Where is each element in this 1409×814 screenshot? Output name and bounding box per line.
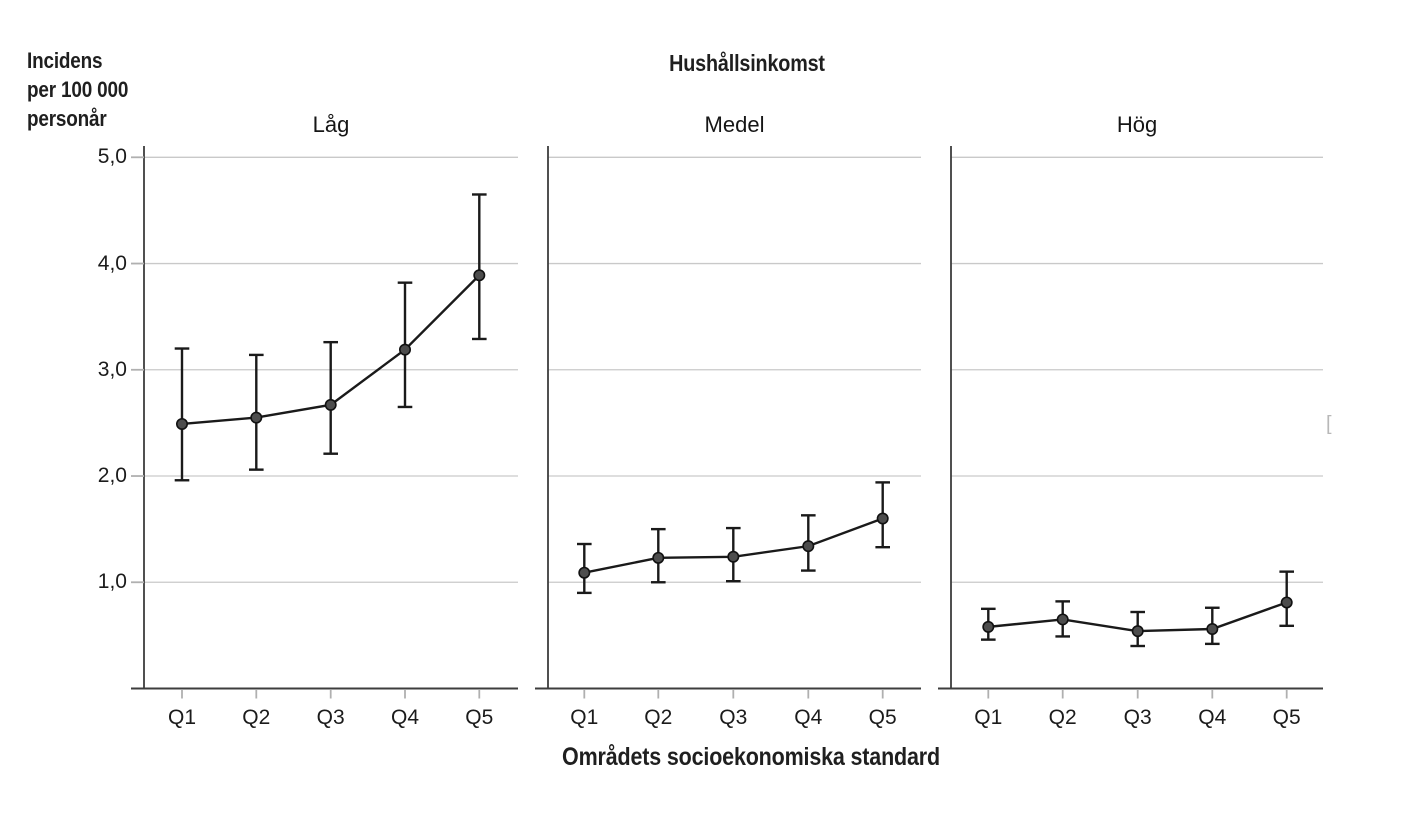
data-point-Q1-panel3 <box>982 620 995 633</box>
x-tick-label-Q3-panel1: Q3 <box>316 706 345 729</box>
x-tick-label-Q1-panel2: Q1 <box>570 706 599 729</box>
data-point-Q5-panel2 <box>876 512 889 525</box>
data-point-Q5-panel3 <box>1280 596 1293 609</box>
panel-title-Hög: Hög <box>1116 112 1158 137</box>
x-tick-label-Q3-panel3: Q3 <box>1123 706 1152 729</box>
data-point-Q4-panel1 <box>398 343 411 356</box>
data-point-Q3-panel3 <box>1131 625 1144 638</box>
data-point-Q1-panel1 <box>176 417 189 430</box>
data-point-Q4-panel3 <box>1206 623 1219 636</box>
y-axis-title: Incidens per 100 000 personår <box>27 46 128 133</box>
data-point-Q1-panel2 <box>578 566 591 579</box>
x-tick-label-Q3-panel2: Q3 <box>719 706 748 729</box>
panel-title-Medel: Medel <box>704 112 765 137</box>
data-point-Q3-panel2 <box>727 550 740 563</box>
y-tick-label-2,0: 2,0 <box>97 464 127 488</box>
x-tick-label-Q5-panel2: Q5 <box>868 706 897 729</box>
x-tick-label-Q2-panel3: Q2 <box>1048 706 1077 729</box>
x-tick-label-Q4-panel2: Q4 <box>794 706 823 729</box>
data-point-Q2-panel2 <box>652 551 665 564</box>
y-tick-label-1,0: 1,0 <box>97 570 127 594</box>
y-axis-title-line-1: Incidens <box>27 48 103 73</box>
x-tick-label-Q4-panel1: Q4 <box>390 706 420 729</box>
chart-title: Hushållsinkomst <box>669 50 825 76</box>
y-tick-label-5,0: 5,0 <box>97 145 127 169</box>
y-axis-title-line-2: per 100 000 <box>27 77 129 102</box>
x-tick-label-Q5-panel3: Q5 <box>1272 706 1301 729</box>
data-point-Q3-panel1 <box>324 398 337 411</box>
data-point-Q2-panel3 <box>1056 613 1069 626</box>
data-point-Q5-panel1 <box>473 269 486 282</box>
data-point-Q4-panel2 <box>802 540 815 553</box>
x-tick-label-Q2-panel2: Q2 <box>644 706 673 729</box>
y-tick-label-3,0: 3,0 <box>97 357 127 381</box>
y-tick-label-4,0: 4,0 <box>97 251 127 275</box>
x-tick-label-Q5-panel1: Q5 <box>465 706 494 729</box>
x-tick-label-Q2-panel1: Q2 <box>242 706 271 729</box>
y-axis-title-line-3: personår <box>27 106 107 131</box>
x-tick-label-Q1-panel3: Q1 <box>974 706 1003 729</box>
data-point-Q2-panel1 <box>250 411 263 424</box>
x-tick-label-Q1-panel1: Q1 <box>167 706 197 729</box>
x-axis-title: Områdets socioekonomiska standard <box>562 743 940 771</box>
panel-title-Låg: Låg <box>312 112 350 137</box>
stray-bracket-artifact: [ <box>1326 413 1332 435</box>
x-tick-label-Q4-panel3: Q4 <box>1198 706 1227 729</box>
